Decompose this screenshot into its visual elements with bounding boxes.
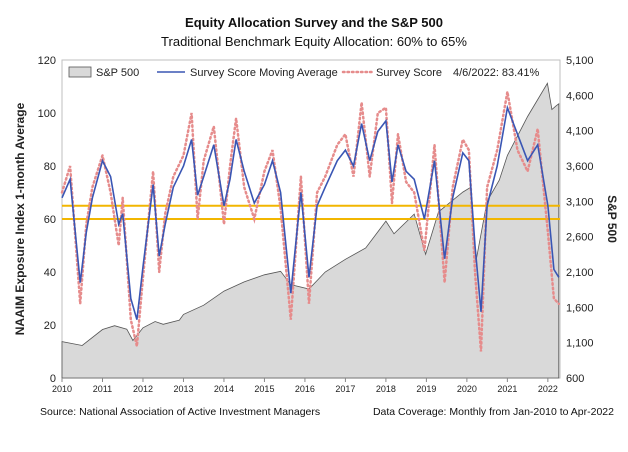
x-tick-label: 2013 [173, 384, 193, 394]
y2-axis-title: S&P 500 [605, 195, 619, 243]
legend-swatch-sp500 [68, 66, 92, 78]
y2-tick-label: 600 [566, 373, 584, 385]
x-tick-label: 2011 [93, 384, 112, 394]
y-tick-label: 20 [44, 320, 56, 332]
legend-label: Survey Score [376, 67, 442, 79]
x-tick-label: 2014 [214, 384, 234, 394]
legend-label: Survey Score Moving Average [190, 67, 338, 79]
x-tick-label: 2016 [295, 384, 315, 394]
x-tick-label: 2015 [254, 384, 274, 394]
y2-tick-label: 3,600 [566, 161, 594, 173]
x-tick-label: 2018 [376, 384, 396, 394]
x-tick-label: 2020 [457, 384, 477, 394]
y-tick-label: 0 [50, 373, 56, 385]
y-tick-label: 120 [38, 55, 56, 67]
x-tick-label: 2012 [133, 384, 153, 394]
y2-tick-label: 5,100 [566, 55, 594, 67]
y2-tick-label: 1,100 [566, 338, 594, 350]
x-tick-label: 2021 [497, 384, 517, 394]
x-tick-label: 2010 [52, 384, 72, 394]
y-tick-label: 40 [44, 267, 56, 279]
y-tick-label: 60 [44, 214, 56, 226]
x-tick-label: 2017 [335, 384, 355, 394]
y-axis-title: NAAIM Exposure Index 1-month Average [13, 102, 27, 335]
y-tick-label: 80 [44, 161, 56, 173]
y2-tick-label: 4,100 [566, 126, 594, 138]
annotation-latest-value: 4/6/2022: 83.41% [453, 67, 539, 79]
y-tick-label: 100 [38, 108, 56, 120]
x-tick-label: 2022 [538, 384, 558, 394]
moving-average-line [61, 104, 560, 320]
y2-tick-label: 2,100 [566, 267, 594, 279]
chart-title: Equity Allocation Survey and the S&P 500 [185, 15, 443, 30]
coverage-note: Data Coverage: Monthly from Jan-2010 to … [372, 406, 614, 418]
source-note: Source: National Association of Active I… [40, 406, 321, 418]
chart-subtitle: Traditional Benchmark Equity Allocation:… [161, 34, 467, 49]
y2-tick-label: 3,100 [566, 196, 594, 208]
legend-label: S&P 500 [96, 67, 139, 79]
y2-tick-label: 1,600 [566, 302, 594, 314]
y2-tick-label: 4,600 [566, 90, 594, 102]
x-tick-label: 2019 [416, 384, 436, 394]
y2-tick-label: 2,600 [566, 232, 594, 244]
